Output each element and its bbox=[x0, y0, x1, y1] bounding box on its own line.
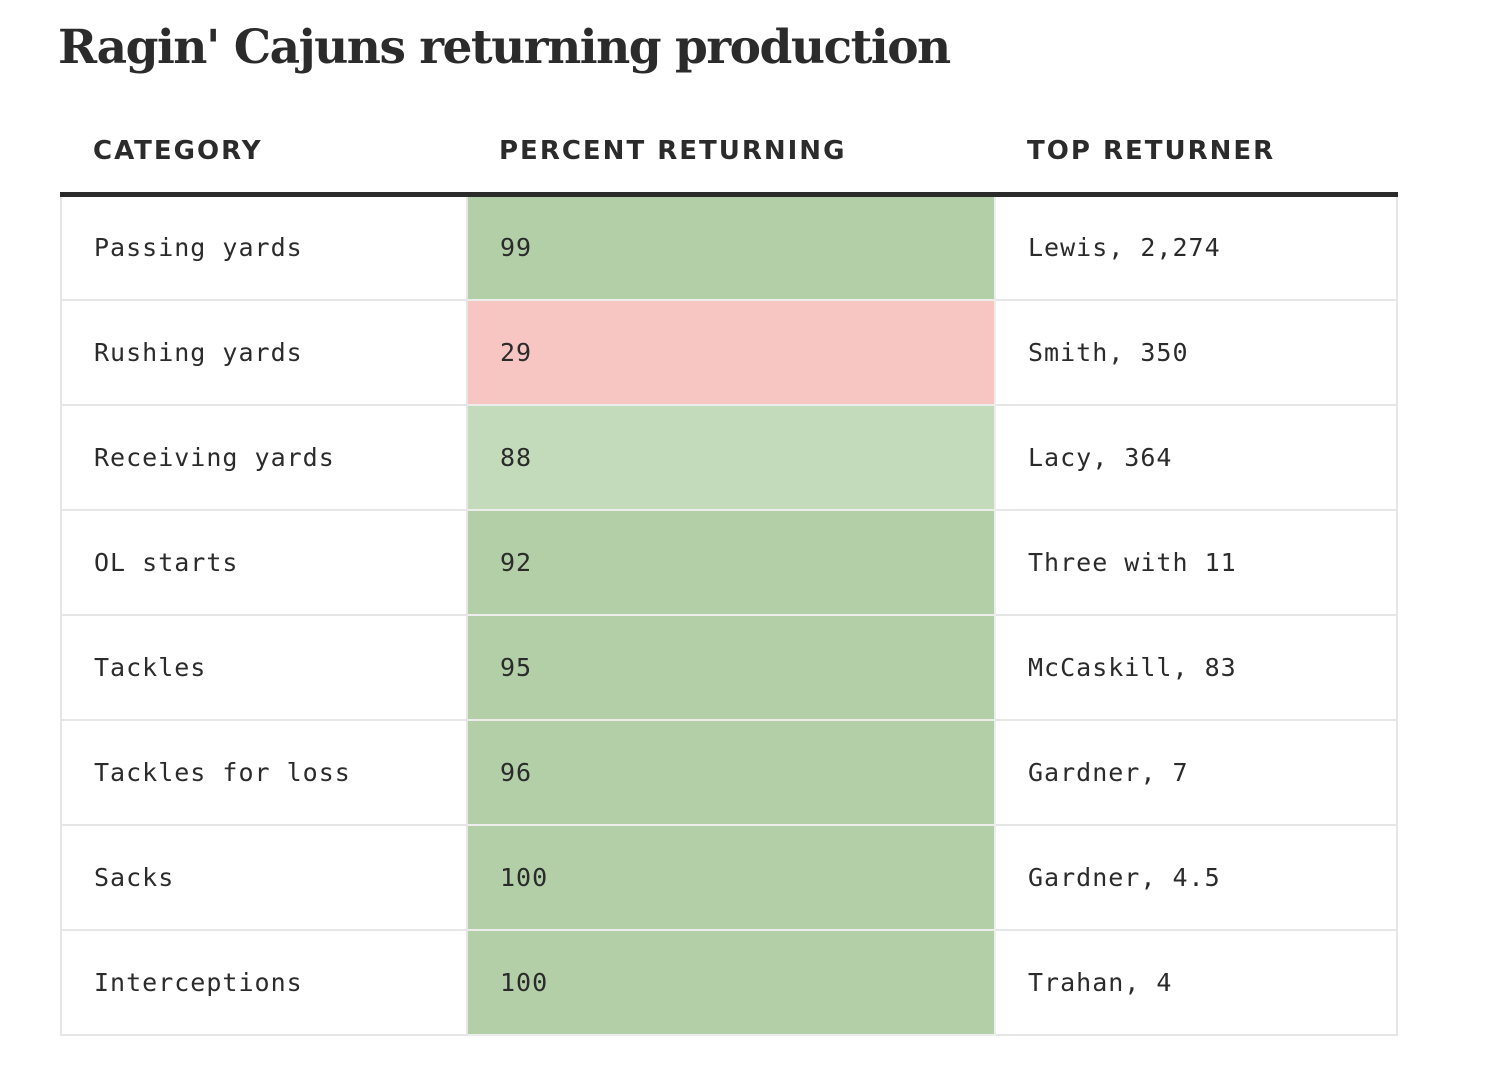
category-cell: Tackles for loss bbox=[60, 718, 468, 826]
category-cell: Rushing yards bbox=[60, 298, 468, 406]
column-header-percent-returning: PERCENT RETURNING bbox=[467, 110, 995, 197]
top-returner-cell: Three with 11 bbox=[994, 508, 1398, 616]
top-returner-cell: Gardner, 7 bbox=[994, 718, 1398, 826]
returning-production-table: CATEGORY PERCENT RETURNING TOP RETURNER … bbox=[60, 110, 1398, 1036]
percent-returning-cell: 88 bbox=[466, 403, 996, 511]
column-header-top-returner: TOP RETURNER bbox=[995, 110, 1397, 197]
table-row: OL starts 92 Three with 11 bbox=[60, 508, 1398, 616]
category-cell: Interceptions bbox=[60, 928, 468, 1036]
percent-returning-cell: 100 bbox=[466, 823, 996, 931]
category-cell: Passing yards bbox=[60, 193, 468, 301]
top-returner-cell: Lacy, 364 bbox=[994, 403, 1398, 511]
category-cell: Sacks bbox=[60, 823, 468, 931]
percent-returning-cell: 100 bbox=[466, 928, 996, 1036]
percent-returning-cell: 92 bbox=[466, 508, 996, 616]
table-row: Tackles for loss 96 Gardner, 7 bbox=[60, 718, 1398, 826]
chart-title: Ragin' Cajuns returning production bbox=[58, 20, 951, 75]
top-returner-cell: McCaskill, 83 bbox=[994, 613, 1398, 721]
table-row: Passing yards 99 Lewis, 2,274 bbox=[60, 193, 1398, 301]
table-row: Interceptions 100 Trahan, 4 bbox=[60, 928, 1398, 1036]
top-returner-cell: Smith, 350 bbox=[994, 298, 1398, 406]
percent-returning-cell: 95 bbox=[466, 613, 996, 721]
table-row: Tackles 95 McCaskill, 83 bbox=[60, 613, 1398, 721]
category-cell: OL starts bbox=[60, 508, 468, 616]
table-row: Sacks 100 Gardner, 4.5 bbox=[60, 823, 1398, 931]
top-returner-cell: Gardner, 4.5 bbox=[994, 823, 1398, 931]
category-cell: Tackles bbox=[60, 613, 468, 721]
category-cell: Receiving yards bbox=[60, 403, 468, 511]
table-row: Rushing yards 29 Smith, 350 bbox=[60, 298, 1398, 406]
percent-returning-cell: 96 bbox=[466, 718, 996, 826]
data-table: CATEGORY PERCENT RETURNING TOP RETURNER … bbox=[60, 110, 1398, 1036]
column-header-category: CATEGORY bbox=[61, 110, 467, 197]
top-returner-cell: Lewis, 2,274 bbox=[994, 193, 1398, 301]
percent-returning-cell: 99 bbox=[466, 193, 996, 301]
table-row: Receiving yards 88 Lacy, 364 bbox=[60, 403, 1398, 511]
header-row: CATEGORY PERCENT RETURNING TOP RETURNER bbox=[61, 110, 1397, 197]
percent-returning-cell: 29 bbox=[466, 298, 996, 406]
top-returner-cell: Trahan, 4 bbox=[994, 928, 1398, 1036]
